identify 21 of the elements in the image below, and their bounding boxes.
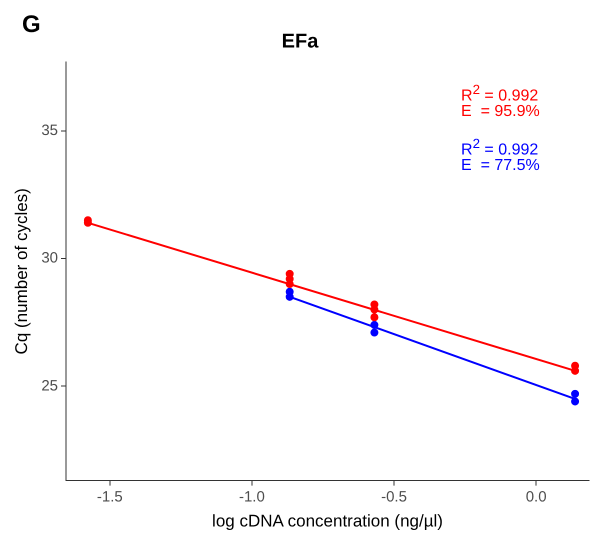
- point: [370, 313, 378, 322]
- x-tick-label: -1.0: [238, 488, 265, 506]
- point: [571, 397, 580, 406]
- point: [286, 280, 294, 288]
- text: G: [22, 10, 41, 40]
- chart-title: EFa: [282, 30, 320, 53]
- x-tick-label: 0.0: [526, 488, 547, 506]
- point: [370, 320, 378, 329]
- x-tick-label: -0.5: [381, 488, 407, 506]
- annotation: E = 95.9%: [461, 102, 540, 122]
- x-tick-label: -1.5: [96, 488, 123, 506]
- annotation: E = 77.5%: [461, 156, 540, 176]
- annotation: R$^{2}$ = 0.992: [461, 81, 538, 104]
- x-axis-title: log cDNA concentration (ng/µl): [212, 511, 443, 530]
- y-tick-label: 35: [41, 122, 58, 140]
- y-tick-label: 25: [41, 377, 58, 394]
- y-tick-label: 30: [41, 250, 58, 267]
- annotation: R$^{2}$ = 0.992: [461, 135, 538, 158]
- point: [571, 390, 580, 398]
- y-axis-title: Cq (number of cycles): [12, 188, 31, 354]
- point: [370, 328, 378, 337]
